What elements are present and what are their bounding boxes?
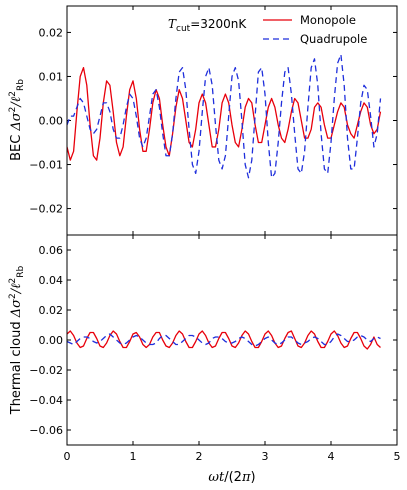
top-y-axis-label: BEC Δσ2/ℓ2Rb [8, 79, 26, 161]
bottom-y-tick-label: 0.06 [39, 244, 64, 257]
bottom-series-group [67, 330, 381, 350]
bottom-plot-frame [66, 234, 398, 446]
x-tick-label: 5 [394, 450, 401, 463]
top-series-group [67, 53, 382, 179]
bottom-y-axis-label: Thermal cloud Δσ2/ℓ2Rb [8, 265, 26, 415]
legend-monopole-label: Monopole [300, 13, 356, 27]
x-tick-label: 4 [328, 450, 335, 463]
top-y-tick-label: 0.02 [39, 26, 64, 39]
bottom-axis-ticks [66, 235, 398, 445]
x-tick-label: 1 [130, 450, 137, 463]
x-tick-label: 2 [196, 450, 203, 463]
bottom-y-tick-label: −0.04 [29, 394, 63, 407]
top-y-tick-label: 0.01 [39, 70, 64, 83]
top-y-axis-label-prefix: BEC [9, 131, 24, 161]
top-series-quadrupole-line [67, 53, 382, 179]
bottom-series-monopole-line [67, 330, 381, 350]
top-y-tick-label: −0.01 [29, 159, 63, 172]
bottom-y-tick-label: 0.00 [39, 334, 64, 347]
bottom-y-tick-label: −0.06 [29, 424, 63, 437]
x-axis-label: ωt/(2π) [208, 470, 255, 485]
bottom-y-tick-labels: −0.06 −0.04 −0.02 0.00 0.02 0.04 0.06 [29, 244, 63, 437]
top-series-monopole-line [67, 67, 382, 161]
temperature-annotation: Tcut=3200nK [168, 17, 247, 34]
bottom-y-tick-label: 0.02 [39, 304, 64, 317]
top-y-tick-labels: −0.02 −0.01 0.00 0.01 0.02 [29, 26, 63, 215]
x-tick-label: 0 [64, 450, 71, 463]
bottom-y-tick-label: 0.04 [39, 274, 64, 287]
bottom-y-axis-label-prefix: Thermal cloud [9, 317, 24, 415]
bottom-series-quadrupole-line [67, 333, 381, 347]
x-tick-label: 3 [262, 450, 269, 463]
top-y-tick-label: 0.00 [39, 115, 64, 128]
x-tick-labels: 0 1 2 3 4 5 [64, 450, 401, 463]
top-y-tick-label: −0.02 [29, 203, 63, 216]
bottom-y-tick-label: −0.02 [29, 364, 63, 377]
legend-quadrupole-label: Quadrupole [300, 32, 367, 46]
legend: Monopole Quadrupole [263, 13, 367, 46]
bottom-panel: −0.06 −0.04 −0.02 0.00 0.02 0.04 0.06 0 1 2 3 4 5 T… [8, 234, 401, 485]
top-panel: −0.02 −0.01 0.00 0.01 0.02 BEC Δσ2/ℓ2Rb Tcut… [8, 5, 398, 236]
